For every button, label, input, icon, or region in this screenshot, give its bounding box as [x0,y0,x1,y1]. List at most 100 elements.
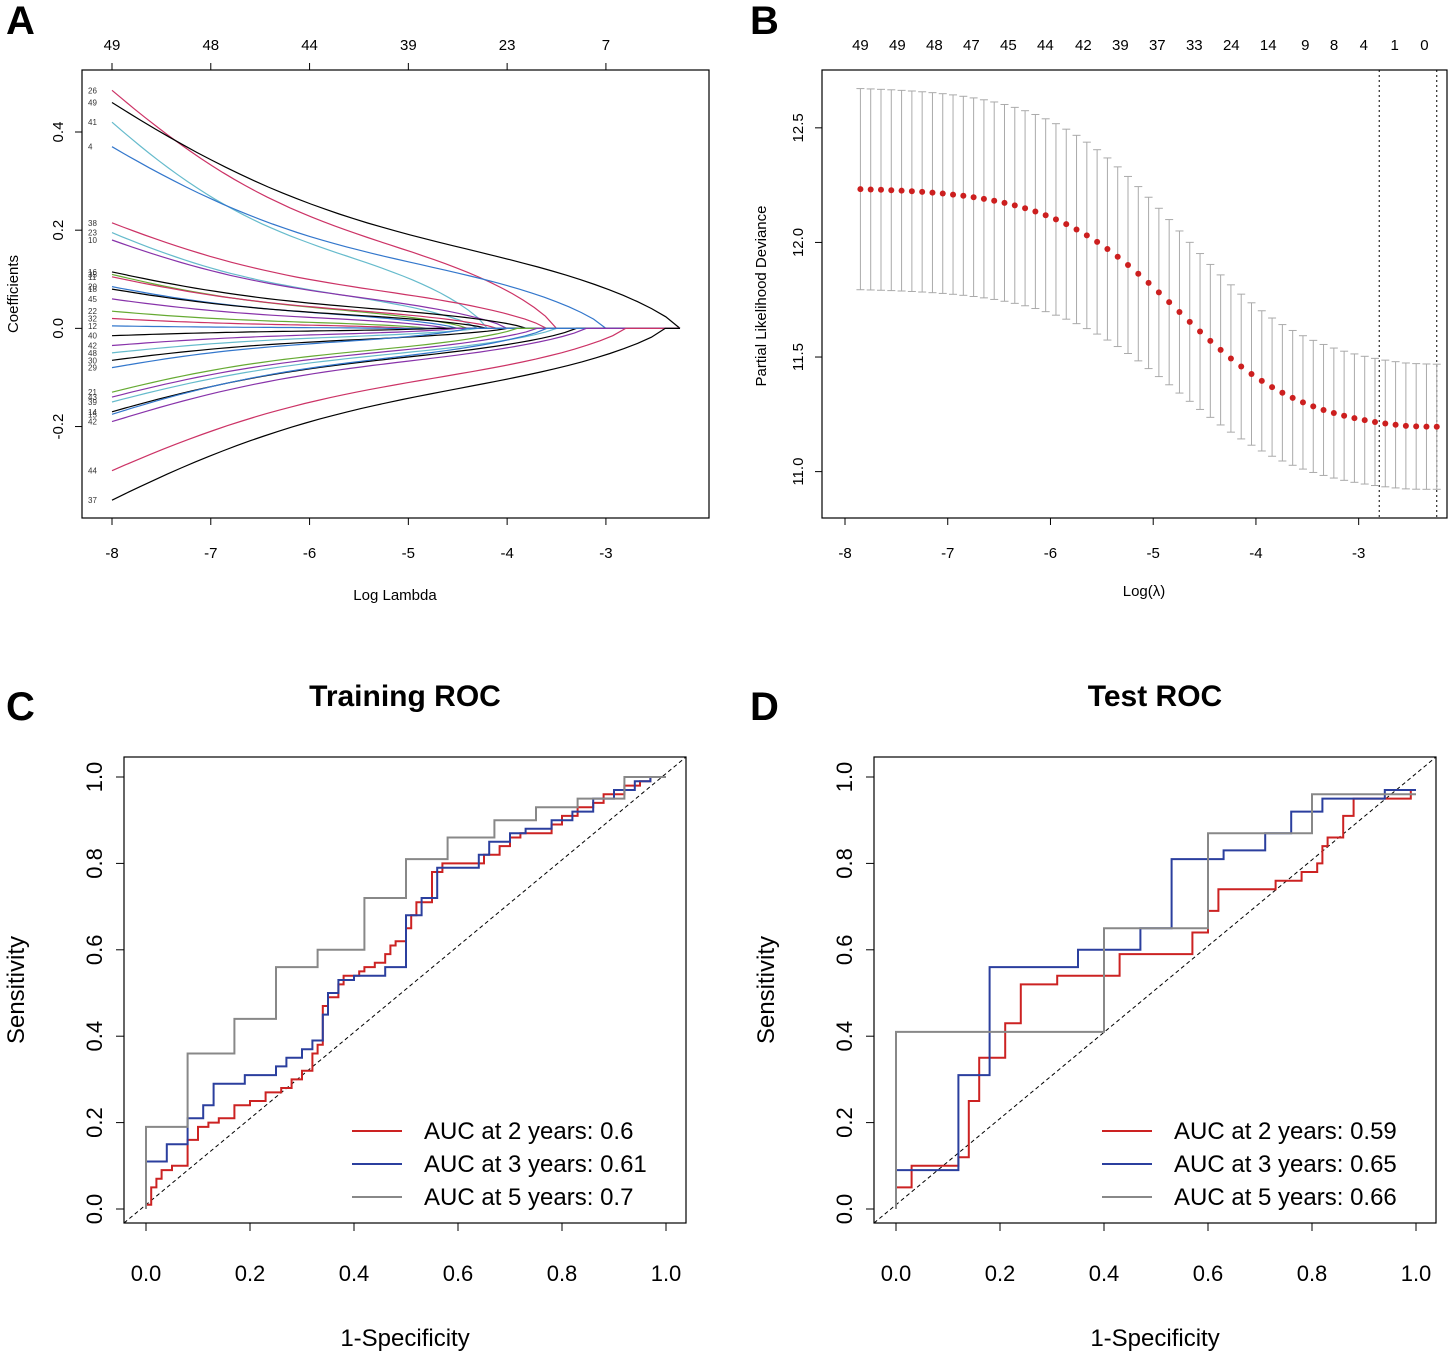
panel-letter-a: A [6,0,35,43]
panel-b-top-tick-label: 39 [1112,37,1129,54]
panelD-curve-2 [895,789,1416,1209]
panel-a-path-label: 42 [88,418,97,427]
panelC-legend-label: AUC at 2 years: 0.6 [424,1118,633,1145]
panel-a-path-45 [111,298,680,329]
panel-a-xtick-label: -6 [303,545,316,562]
panel-b-point [1042,212,1049,219]
panel-a-path-label: 4 [88,143,93,152]
panel-a-path-15 [111,327,680,415]
panel-d-ylabel: Sensitivity [753,936,780,1044]
panelD-xtick-label: 0.0 [881,1261,912,1286]
panel-a-path-label: 43 [88,393,97,402]
panel-a-path-30 [111,327,680,361]
panel-c-title: Training ROC [309,680,501,713]
panel-a-path-16 [111,271,680,329]
panelC-diagonal [123,756,687,1224]
panel-b-xtick-label: -3 [1352,545,1365,562]
panelC-legend-label: AUC at 3 years: 0.61 [424,1151,647,1178]
panel-a-path-label: 37 [88,496,97,505]
panel-a-ytick-label: -0.2 [50,414,67,440]
panel-b-point [867,186,874,193]
panel-a-path-label: 14 [88,408,97,417]
panelD-xtick-label: 0.8 [1297,1261,1328,1286]
panelC-xtick-label: 0.0 [131,1261,162,1286]
panel-b-point [1155,289,1162,296]
panel-a-xtick-label: -5 [402,545,415,562]
panelC-xtick-label: 0.4 [339,1261,370,1286]
panel-a-path-label: 29 [88,364,97,373]
panel-b-point [1279,389,1286,396]
panelC-legend-label: AUC at 5 years: 0.7 [424,1184,633,1211]
panel-b-point [1166,299,1173,306]
panel-b-point [1238,363,1245,370]
panelD-legend-label: AUC at 3 years: 0.65 [1174,1151,1397,1178]
panel-b-top-tick-label: 45 [1000,37,1017,54]
panel-b-point [908,188,915,195]
panel-b-point [1114,253,1121,260]
panel-b-point [1186,318,1193,325]
panelC-ytick-label: 1.0 [82,762,107,793]
panel-b-point [1197,328,1204,335]
panel-b-xtick-label: -7 [941,545,954,562]
panel-b-top-tick-label: 49 [889,37,906,54]
panel-b-point [1227,355,1234,362]
panelC-ytick-label: 0.6 [82,935,107,966]
panel-b-point [1392,421,1399,428]
panel-d-axes: 0.0 0.2 0.4 0.6 0.8 1.0 0.0 0.2 0.4 0.6 0.8 1.0 [832,762,1431,1286]
panel-b-axes: -8 -7 -6 -5 -4 -311.011.512.012.549 49 48 47 45 44… [790,37,1429,562]
panel-b-top-tick-label: 1 [1390,37,1398,54]
panelD-ytick-label: 0.0 [832,1194,857,1225]
panelC-ytick-label: 0.0 [82,1194,107,1225]
panelD-ytick-label: 0.6 [832,935,857,966]
panel-a-path-label: 26 [88,86,97,95]
panel-b-point [888,187,895,194]
panel-a-path-label: 16 [88,268,97,277]
panel-b-point [1073,226,1080,233]
panel-a-path-label: 23 [88,229,97,238]
panel-a-path-42 [111,327,680,347]
panel-a-path-label: 48 [88,349,97,358]
panel-b-point [1320,406,1327,413]
panelD-ytick-label: 0.4 [832,1021,857,1052]
panel-a-path-39 [111,327,680,403]
panel-c-frame [123,756,687,1224]
panel-letter-c: C [6,685,35,729]
panel-a-path-label: 45 [88,295,97,304]
panel-b-point [1382,420,1389,427]
panel-a-path-label: 21 [88,388,97,397]
panel-b-top-tick-label: 48 [926,37,943,54]
panel-a-path-label: 20 [88,283,97,292]
panel-a-path-label: 18 [88,285,97,294]
panel-b-ytick-label: 12.0 [790,228,807,257]
panel-b-xlabel: Log(λ) [1123,583,1166,600]
panel-letter-d: D [750,685,779,729]
panelD-legend-label: AUC at 2 years: 0.59 [1174,1118,1397,1145]
panelC-xtick-label: 0.6 [443,1261,474,1286]
panel-a-path-label: 49 [88,99,97,108]
panel-a-path-label: 15 [88,410,97,419]
panel-b-point [1361,417,1368,424]
panel-a-frame [81,69,710,519]
panel-b-top-tick-label: 14 [1260,37,1277,54]
panel-b-point [857,186,864,193]
panel-b-point [950,191,957,198]
panel-b-top-tick-label: 9 [1301,37,1309,54]
panel-a-top-tick-label: 7 [602,37,610,54]
panel-b-point [1269,384,1276,391]
panel-a-path-label: 39 [88,398,97,407]
panelC-xtick-label: 0.2 [235,1261,266,1286]
panelD-legend-label: AUC at 5 years: 0.66 [1174,1184,1397,1211]
panel-a-ytick-label: 0.0 [50,318,67,339]
panel-b-point [1032,208,1039,215]
panel-b-top-tick-label: 0 [1420,37,1428,54]
panel-a-path-label: 40 [88,332,97,341]
panel-b-point [1433,423,1440,430]
panel-c-axes: 0.0 0.2 0.4 0.6 0.8 1.0 0.0 0.2 0.4 0.6 0.8 1.0 [82,762,681,1286]
panel-a-path-label: 38 [88,219,97,228]
panel-a-path-38 [111,222,680,329]
panel-a-paths: 2649414382310163511201845223212404248302… [88,86,681,505]
panel-d-xlabel: 1-Specificity [1090,1325,1219,1352]
panelC-xtick-label: 1.0 [651,1261,682,1286]
panel-b-point [1207,337,1214,344]
panel-d-test-roc: Test ROC 0.0 0.2 0.4 0.6 0.8 1.00.00.20.40.60… [753,680,1437,1352]
